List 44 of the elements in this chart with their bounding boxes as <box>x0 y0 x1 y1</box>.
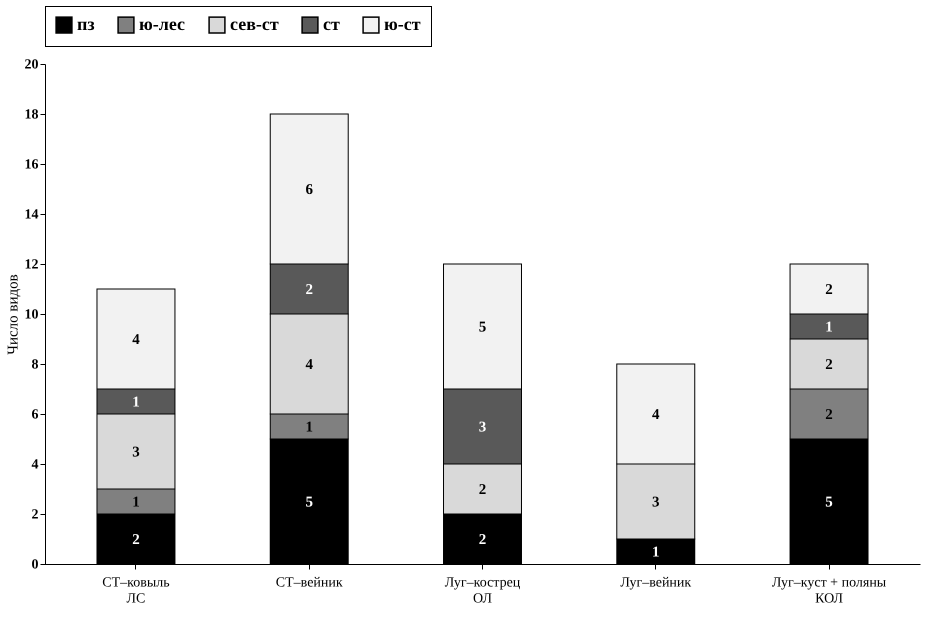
legend-label: сев-ст <box>230 14 279 34</box>
data-label: 1 <box>825 320 833 336</box>
data-label: 3 <box>652 494 660 510</box>
x-tick-label: Луг–вейник <box>620 576 692 590</box>
legend-label: ю-ст <box>384 14 421 34</box>
data-label: 2 <box>825 357 833 373</box>
legend-label: ст <box>323 14 340 34</box>
x-tick-label: Луг–кострец ОЛ <box>444 576 521 606</box>
x-tick-label: Луг–куст + поляны КОЛ <box>772 576 887 606</box>
x-tick-label: СТ–вейник <box>276 576 343 590</box>
data-label: 4 <box>305 357 314 373</box>
data-label: 4 <box>132 332 140 348</box>
y-axis-title: Число видов <box>6 274 22 355</box>
data-label: 6 <box>305 182 314 198</box>
y-tick-label: 12 <box>24 258 38 272</box>
y-tick-label: 4 <box>32 458 38 472</box>
data-label: 1 <box>132 494 140 510</box>
data-label: 1 <box>305 420 313 436</box>
y-tick-label: 14 <box>24 208 38 222</box>
data-label: 2 <box>305 282 313 298</box>
data-label: 2 <box>132 532 140 548</box>
y-tick-label: 8 <box>32 358 38 372</box>
data-label: 2 <box>478 532 486 548</box>
data-label: 5 <box>305 494 313 510</box>
legend-label: пз <box>77 14 95 34</box>
data-label: 1 <box>132 394 140 410</box>
data-label: 2 <box>478 482 486 498</box>
legend-label: ю-лес <box>139 14 186 34</box>
y-tick-label: 0 <box>32 558 38 572</box>
y-tick-label: 18 <box>24 108 38 122</box>
data-label: 1 <box>652 544 660 560</box>
y-tick-label: 6 <box>32 408 38 422</box>
data-label: 3 <box>132 444 140 460</box>
y-tick-label: 20 <box>24 58 38 72</box>
data-label: 2 <box>825 407 833 423</box>
data-label: 3 <box>478 420 486 436</box>
y-tick-label: 16 <box>24 158 38 172</box>
data-label: 2 <box>825 282 833 298</box>
y-tick-label: 2 <box>32 508 38 522</box>
data-label: 5 <box>478 320 486 336</box>
data-label: 4 <box>652 407 660 423</box>
x-tick-label: СТ–ковыль ЛС <box>102 576 170 606</box>
y-tick-label: 10 <box>24 308 38 322</box>
data-label: 5 <box>825 494 833 510</box>
